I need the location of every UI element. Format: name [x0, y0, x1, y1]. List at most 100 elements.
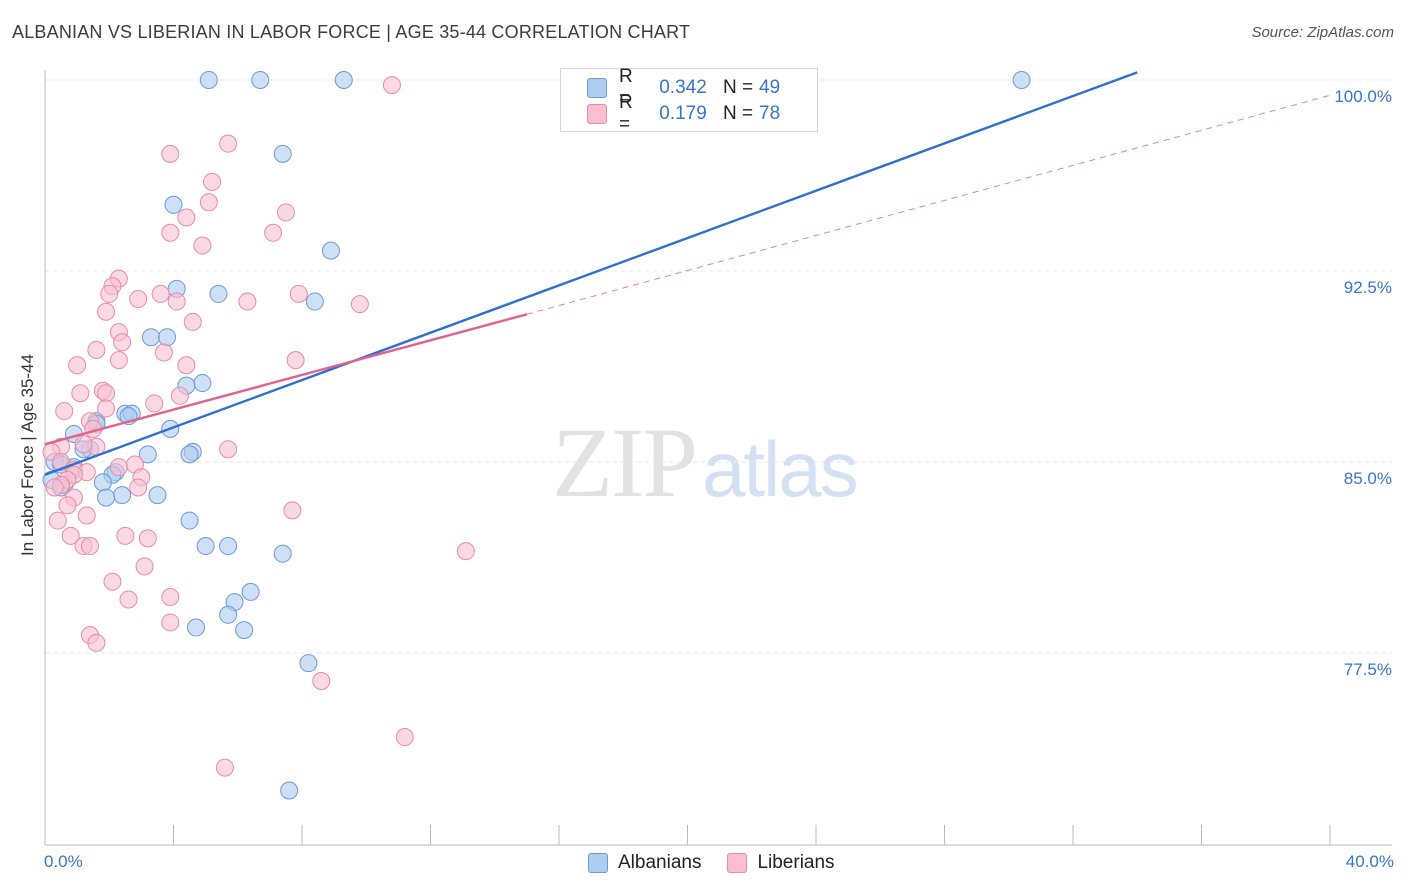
liberians-point: [68, 356, 87, 375]
albanians-point: [280, 781, 299, 800]
albanians-point: [235, 621, 254, 640]
liberians-point: [129, 290, 148, 309]
albanians-point: [209, 284, 228, 303]
series-legend: Albanians Liberians: [588, 852, 861, 874]
albanians-point: [305, 292, 324, 311]
liberians-point: [87, 633, 106, 652]
liberians-swatch: [587, 104, 607, 124]
liberians-point: [154, 343, 173, 362]
liberians-point: [100, 284, 119, 303]
liberians-point: [350, 295, 369, 314]
liberians-point: [151, 284, 170, 303]
r-value: 0.342: [659, 77, 707, 98]
albanians-point: [164, 195, 183, 214]
y-axis-label: In Labor Force | Age 35-44: [18, 354, 37, 556]
liberians-point: [113, 333, 132, 352]
r-label: R =: [619, 66, 633, 109]
x-tick-label-max: 40.0%: [1345, 852, 1394, 871]
liberians-point: [238, 292, 257, 311]
liberians-point: [61, 526, 80, 545]
liberians-point: [193, 236, 212, 255]
liberians-point: [382, 76, 401, 95]
liberians-point: [97, 384, 116, 403]
albanians-point: [138, 445, 157, 464]
y-tick-label: 77.5%: [1343, 660, 1392, 679]
albanians-point: [334, 71, 353, 89]
liberians-point: [109, 351, 128, 370]
albanians-point: [93, 473, 112, 492]
n-value: 78: [759, 103, 781, 124]
albanians-trend-line: [44, 71, 1138, 476]
legend-item-liberians[interactable]: Liberians: [727, 852, 835, 874]
liberians-point: [283, 501, 302, 520]
albanians-point: [158, 328, 177, 347]
liberians-trend-line: [44, 313, 528, 446]
liberians-point: [145, 394, 164, 413]
legend-row-albanians: R = 0.342 N = 49: [587, 66, 781, 109]
liberians-point: [289, 284, 308, 303]
liberians-point: [177, 356, 196, 375]
albanians-point: [273, 144, 292, 163]
albanians-swatch: [588, 853, 608, 873]
liberians-point: [58, 496, 77, 515]
albanians-swatch: [587, 78, 607, 98]
liberians-point: [286, 351, 305, 370]
liberians-point: [45, 478, 64, 497]
albanians-point: [148, 486, 167, 505]
albanians-point: [299, 654, 318, 673]
liberians-point: [215, 758, 234, 777]
albanians-point: [1012, 71, 1031, 89]
liberians-point: [97, 399, 116, 418]
albanians-point: [219, 605, 238, 624]
albanians-point: [321, 241, 340, 260]
liberians-point: [395, 728, 414, 747]
liberians-point: [135, 557, 154, 576]
albanians-point: [241, 582, 260, 601]
liberians-point: [170, 386, 189, 405]
albanians-point: [273, 544, 292, 563]
liberians-point: [199, 193, 218, 212]
source-credit: Source: ZipAtlas.com: [1251, 24, 1394, 41]
watermark-atlas: atlas: [702, 425, 859, 513]
liberians-point: [119, 590, 138, 609]
liberians-point: [74, 435, 93, 454]
liberians-swatch: [727, 853, 748, 873]
liberians-point: [203, 172, 222, 191]
n-value: 49: [759, 77, 781, 98]
liberians-trend-line: [526, 94, 1331, 315]
liberians-point: [219, 134, 238, 153]
liberians-point: [276, 203, 295, 222]
liberians-point: [456, 542, 475, 561]
liberians-point: [48, 511, 67, 530]
legend-row-liberians: R = 0.179 N = 78: [587, 92, 781, 135]
liberians-point: [103, 572, 122, 591]
stats-legend: R = 0.342 N = 49 R = 0.179 N = 78: [560, 66, 818, 135]
legend-item-albanians[interactable]: Albanians: [588, 852, 701, 874]
liberians-point: [77, 506, 96, 525]
liberians-point: [312, 672, 331, 691]
albanians-point: [97, 488, 116, 507]
liberians-point: [109, 458, 128, 477]
n-label: N =: [723, 103, 754, 124]
liberians-point: [55, 402, 74, 421]
liberians-point: [167, 292, 186, 311]
liberians-point: [80, 537, 99, 556]
legend-label: Liberians: [757, 852, 835, 873]
albanians-point: [219, 537, 238, 556]
albanians-point: [251, 71, 270, 89]
x-tick-label-min: 0.0%: [44, 852, 83, 871]
liberians-point: [264, 223, 283, 242]
liberians-point: [87, 340, 106, 359]
albanians-point: [142, 328, 161, 347]
liberians-point: [161, 223, 180, 242]
albanians-point: [196, 537, 215, 556]
liberians-point: [219, 440, 238, 459]
chart-title: ALBANIAN VS LIBERIAN IN LABOR FORCE | AG…: [12, 22, 691, 42]
n-label: N =: [723, 77, 754, 98]
y-tick-label: 85.0%: [1343, 469, 1392, 488]
albanians-point: [180, 445, 199, 464]
liberians-point: [161, 613, 180, 632]
liberians-point: [97, 302, 116, 321]
liberians-point: [71, 384, 90, 403]
albanians-point: [180, 511, 199, 530]
